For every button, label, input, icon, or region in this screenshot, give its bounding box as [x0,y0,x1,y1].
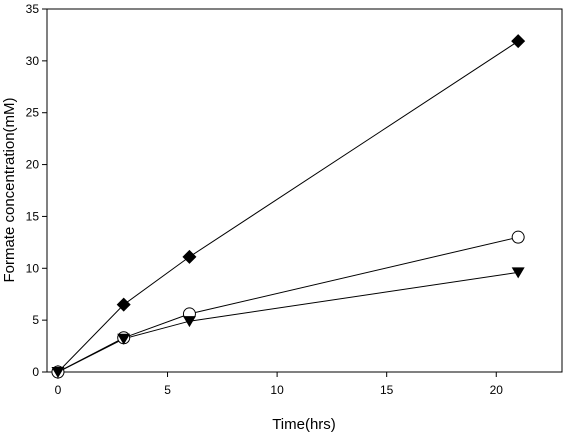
x-tick-label: 10 [270,383,284,397]
x-tick-label: 20 [490,383,504,397]
y-tick-label: 5 [32,313,39,327]
series-1-point [116,297,131,312]
series-3-point [511,267,525,279]
y-tick-label: 15 [26,209,40,223]
y-tick-label: 10 [26,261,40,275]
y-tick-label: 25 [26,106,40,120]
series-2-point [511,230,525,244]
y-axis-ticks: 0 5 10 15 20 25 30 35 [26,2,47,379]
series-layer [50,34,526,379]
series-1-line [57,40,519,373]
series-1-point [511,34,526,49]
series-3-point [182,316,196,328]
y-tick-label: 30 [26,54,40,68]
x-axis-ticks: 0 5 10 15 20 [55,372,504,397]
series-3-line [57,271,519,373]
x-axis-label: Time(hrs) [272,416,336,433]
x-tick-label: 0 [55,383,62,397]
series-3-point [117,333,131,345]
x-tick-label: 5 [164,383,171,397]
y-tick-label: 20 [26,158,40,172]
series-3-point [51,367,65,378]
y-tick-label: 0 [32,365,39,379]
plot-frame [46,8,563,373]
x-tick-label: 15 [380,383,394,397]
y-axis-label: Formate concentration(mM) [1,97,18,282]
y-tick-label: 35 [26,2,40,16]
series-1-point [182,249,197,264]
